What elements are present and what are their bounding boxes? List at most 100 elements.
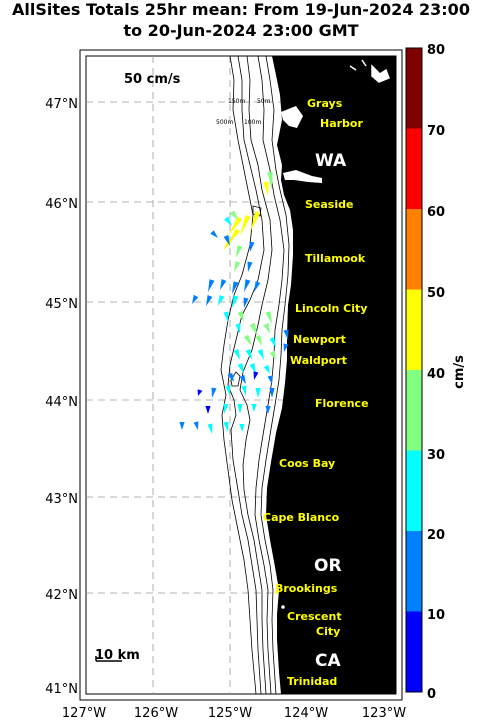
- current-vector-arrow: [229, 210, 238, 220]
- lat-label-45n: 45°N: [45, 297, 78, 312]
- colorbar-unit-label: cm/s: [452, 355, 467, 389]
- lat-label-43n: 43°N: [45, 492, 78, 507]
- current-vector-arrow: [223, 311, 229, 322]
- contour-label-100m: 100m: [244, 119, 261, 126]
- colorbar-tick-80: 80: [427, 43, 445, 58]
- columbia-river-mouth: [283, 170, 322, 183]
- contour-label-150m: 150m: [228, 98, 245, 105]
- map-title-line-1: AllSites Totals 25hr mean: From 19-Jun-2…: [12, 0, 470, 19]
- crescent-city-marker: [281, 605, 285, 609]
- current-vector-arrow: [232, 281, 239, 294]
- place-label-city: City: [316, 625, 340, 638]
- lon-label-126w: 126°W: [134, 706, 178, 720]
- current-vector-arrow: [283, 343, 289, 352]
- place-label-newport: Newport: [293, 333, 346, 346]
- colorbar-tick-10: 10: [427, 608, 445, 623]
- colorbar-segment: [406, 450, 422, 532]
- current-vector-arrow: [232, 295, 239, 308]
- colorbar-segment: [406, 370, 422, 451]
- current-vector-arrow: [265, 406, 271, 414]
- current-vector-arrow: [283, 329, 289, 340]
- colorbar-segment: [406, 128, 422, 210]
- current-vector-arrow: [263, 364, 270, 374]
- colorbar-tick-50: 50: [427, 286, 445, 301]
- colorbar-tick-40: 40: [427, 367, 445, 382]
- current-vector-arrow: [228, 228, 241, 244]
- current-vector-arrow: [254, 281, 261, 292]
- current-vector-arrow: [210, 230, 218, 238]
- current-vector-arrow: [197, 389, 203, 396]
- velocity-scale-label: 50 cm/s: [124, 72, 181, 87]
- colorbar-segment: [406, 209, 422, 290]
- current-vector-arrow: [205, 406, 211, 414]
- lat-label-44n: 44°N: [45, 395, 78, 410]
- lon-label-123w: 123°W: [362, 706, 406, 720]
- current-vector-arrow: [237, 404, 243, 414]
- current-vector-arrow: [269, 350, 276, 360]
- current-vector-arrow: [239, 374, 246, 384]
- place-label-crescent: Crescent: [287, 610, 342, 623]
- state-label-or: OR: [314, 556, 342, 576]
- current-vector-arrow: [249, 322, 258, 336]
- colorbar-tick-20: 20: [427, 528, 445, 543]
- current-vector-arrow: [241, 385, 247, 396]
- current-vector-arrow: [265, 311, 272, 324]
- current-vector-arrow: [223, 216, 232, 226]
- current-vector-arrow: [267, 375, 273, 384]
- current-vector-arrow: [243, 334, 252, 346]
- contour-label-500m: 500m: [216, 119, 233, 126]
- current-vector-arrow: [255, 335, 262, 346]
- current-vector-arrow: [179, 422, 185, 430]
- state-label-ca: CA: [315, 651, 341, 671]
- colorbar-segment: [406, 48, 422, 129]
- place-label-tillamook: Tillamook: [305, 252, 366, 265]
- current-vector-arrow: [220, 279, 227, 290]
- current-vector-arrow: [250, 211, 261, 232]
- colorbar-outline: [405, 47, 423, 693]
- current-vector-arrow: [244, 279, 251, 292]
- colorbar-tick-30: 30: [427, 448, 445, 463]
- current-vector-arrow: [224, 238, 233, 250]
- current-vector-arrow: [227, 372, 234, 382]
- colorbar-tick-70: 70: [427, 124, 445, 139]
- current-vector-arrow: [193, 421, 199, 430]
- current-vector-arrow: [253, 371, 259, 380]
- current-vector-arrow: [269, 388, 275, 398]
- colorbar-segment: [406, 531, 422, 612]
- map-title-line-2: to 20-Jun-2024 23:00 GMT: [123, 21, 359, 40]
- place-label-lincoln-city: Lincoln City: [295, 302, 367, 315]
- place-label-coos-bay: Coos Bay: [279, 457, 335, 470]
- state-label-wa: WA: [315, 151, 347, 171]
- grays-harbor-bay: [281, 106, 303, 128]
- place-label-cape-blanco: Cape Blanco: [263, 511, 340, 524]
- current-vector-arrow: [208, 279, 215, 292]
- lat-label-41n: 41°N: [45, 682, 78, 697]
- distance-scale-label: 10 km: [95, 648, 140, 663]
- current-vector-arrow: [255, 388, 261, 398]
- current-vector-arrow: [247, 261, 253, 272]
- land-mass: [266, 56, 396, 694]
- current-vector-arrow: [251, 404, 257, 412]
- lon-label-127w: 127°W: [62, 706, 106, 720]
- current-vector-arrow: [267, 171, 273, 190]
- lat-label-46n: 46°N: [45, 197, 78, 212]
- current-vector-arrow: [263, 181, 269, 196]
- current-vector-arrow: [249, 241, 255, 252]
- current-vector-arrow: [257, 349, 264, 360]
- current-vector-arrow: [206, 295, 213, 306]
- lat-label-42n: 42°N: [45, 588, 78, 603]
- lat-label-47n: 47°N: [45, 97, 78, 112]
- current-vector-arrow: [233, 349, 240, 360]
- current-vector-arrow: [211, 387, 217, 398]
- current-vector-arrow: [228, 216, 243, 236]
- place-label-florence: Florence: [315, 397, 369, 410]
- current-vector-arrow: [223, 403, 229, 414]
- current-vector-arrow: [263, 323, 270, 334]
- place-label-waldport: Waldport: [290, 354, 347, 367]
- current-vector-arrow: [237, 363, 244, 374]
- current-vector-arrow: [223, 235, 230, 246]
- place-label-brookings: Brookings: [275, 582, 338, 595]
- current-vector-arrow: [218, 295, 225, 306]
- current-vector-arrow: [235, 323, 241, 334]
